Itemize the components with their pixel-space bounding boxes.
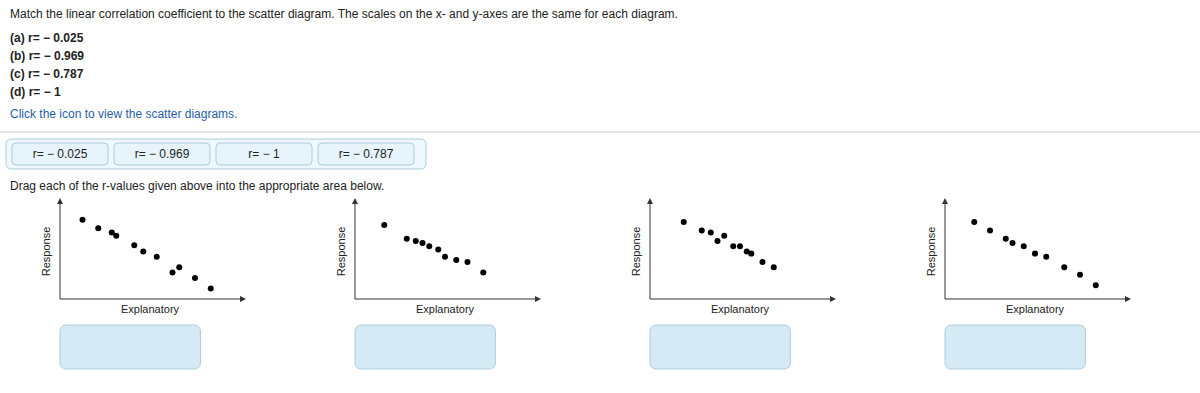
point bbox=[140, 249, 146, 255]
axis-arrow bbox=[647, 198, 653, 204]
point bbox=[442, 254, 448, 260]
y-axis-label: Response bbox=[630, 227, 642, 277]
click-text: Click the icon to view the scatter diagr… bbox=[10, 107, 237, 121]
scatter-chart: Explanatory Response bbox=[925, 198, 1131, 369]
point bbox=[1043, 254, 1049, 260]
x-axis-label: Explanatory bbox=[1006, 303, 1065, 315]
r-button[interactable] bbox=[114, 143, 210, 165]
point bbox=[699, 227, 705, 233]
item-label: (a) r= − 0.025 bbox=[10, 31, 84, 45]
point bbox=[453, 257, 459, 263]
point bbox=[480, 270, 486, 276]
y-axis-label: Response bbox=[335, 227, 347, 277]
point bbox=[426, 243, 432, 249]
x-axis bbox=[355, 299, 535, 300]
scatter-chart: Explanatory Response bbox=[335, 198, 541, 369]
r-button-label[interactable]: r= − 0.787 bbox=[339, 147, 394, 161]
point bbox=[721, 233, 727, 239]
axis-arrow bbox=[240, 296, 246, 302]
point bbox=[744, 249, 750, 255]
r-button[interactable] bbox=[12, 143, 108, 165]
axis-arrow bbox=[1125, 296, 1131, 302]
point bbox=[465, 259, 471, 265]
drop-box[interactable] bbox=[945, 325, 1085, 369]
scatter-chart: Explanatory Response bbox=[630, 198, 836, 369]
drag-text: Drag each of the r-values given above in… bbox=[10, 179, 384, 193]
title: Match the linear correlation coefficient… bbox=[10, 7, 678, 21]
scatter-chart: Explanatory Response bbox=[40, 198, 246, 369]
y-axis-label: Response bbox=[925, 227, 937, 277]
drop-box[interactable] bbox=[650, 325, 790, 369]
point bbox=[737, 243, 743, 249]
drop-box[interactable] bbox=[355, 325, 495, 369]
axis-arrow bbox=[830, 296, 836, 302]
point bbox=[192, 275, 198, 281]
y-axis bbox=[945, 204, 946, 299]
point bbox=[681, 219, 687, 225]
x-axis-label: Explanatory bbox=[121, 303, 180, 315]
points bbox=[681, 219, 777, 270]
point bbox=[109, 230, 115, 236]
axis-arrow bbox=[535, 296, 541, 302]
y-axis-label: Response bbox=[40, 227, 52, 277]
y-axis bbox=[650, 204, 651, 299]
drop-box[interactable] bbox=[60, 325, 200, 369]
point bbox=[208, 285, 214, 291]
point bbox=[404, 236, 410, 242]
axis-arrow bbox=[942, 198, 948, 204]
r-button-label[interactable]: r= − 0.969 bbox=[135, 147, 190, 161]
point bbox=[80, 217, 86, 223]
point bbox=[420, 240, 426, 246]
item-label: (b) r= − 0.969 bbox=[10, 49, 84, 63]
point bbox=[1077, 272, 1083, 278]
point bbox=[1010, 240, 1016, 246]
point bbox=[170, 270, 176, 276]
x-axis bbox=[60, 299, 240, 300]
r-button-label[interactable]: r= − 0.025 bbox=[33, 147, 88, 161]
point bbox=[154, 254, 160, 260]
point bbox=[771, 264, 777, 270]
axis-arrow bbox=[352, 198, 358, 204]
points bbox=[80, 217, 214, 292]
point bbox=[1061, 264, 1067, 270]
x-axis bbox=[650, 299, 830, 300]
point bbox=[760, 259, 766, 265]
r-button[interactable] bbox=[216, 143, 312, 165]
point bbox=[95, 225, 101, 231]
point bbox=[1021, 243, 1027, 249]
button-row: r= − 0.025 r= − 0.969 r= − 1 r= − 0.787 bbox=[6, 139, 426, 169]
point bbox=[381, 222, 387, 228]
x-axis-label: Explanatory bbox=[711, 303, 770, 315]
point bbox=[708, 230, 714, 236]
point bbox=[435, 246, 441, 252]
button-container bbox=[6, 139, 426, 169]
y-axis bbox=[60, 204, 61, 299]
point bbox=[413, 238, 419, 244]
item-label: (c) r= − 0.787 bbox=[10, 67, 84, 81]
points bbox=[381, 222, 486, 276]
separator bbox=[0, 132, 1200, 133]
point bbox=[730, 243, 736, 249]
point bbox=[176, 264, 182, 270]
item-label: (d) r= − 1 bbox=[10, 85, 61, 99]
y-axis bbox=[355, 204, 356, 299]
points bbox=[971, 219, 1099, 288]
point bbox=[971, 219, 977, 225]
r-button-label[interactable]: r= − 1 bbox=[248, 147, 280, 161]
point bbox=[1003, 236, 1009, 242]
page: Match the linear correlation coefficient… bbox=[0, 0, 1200, 393]
x-axis bbox=[945, 299, 1125, 300]
r-button[interactable] bbox=[318, 143, 414, 165]
point bbox=[131, 242, 137, 248]
point bbox=[1032, 251, 1038, 257]
point bbox=[715, 238, 721, 244]
point bbox=[1093, 282, 1099, 288]
x-axis-label: Explanatory bbox=[416, 303, 475, 315]
axis-arrow bbox=[57, 198, 63, 204]
point bbox=[987, 227, 993, 233]
